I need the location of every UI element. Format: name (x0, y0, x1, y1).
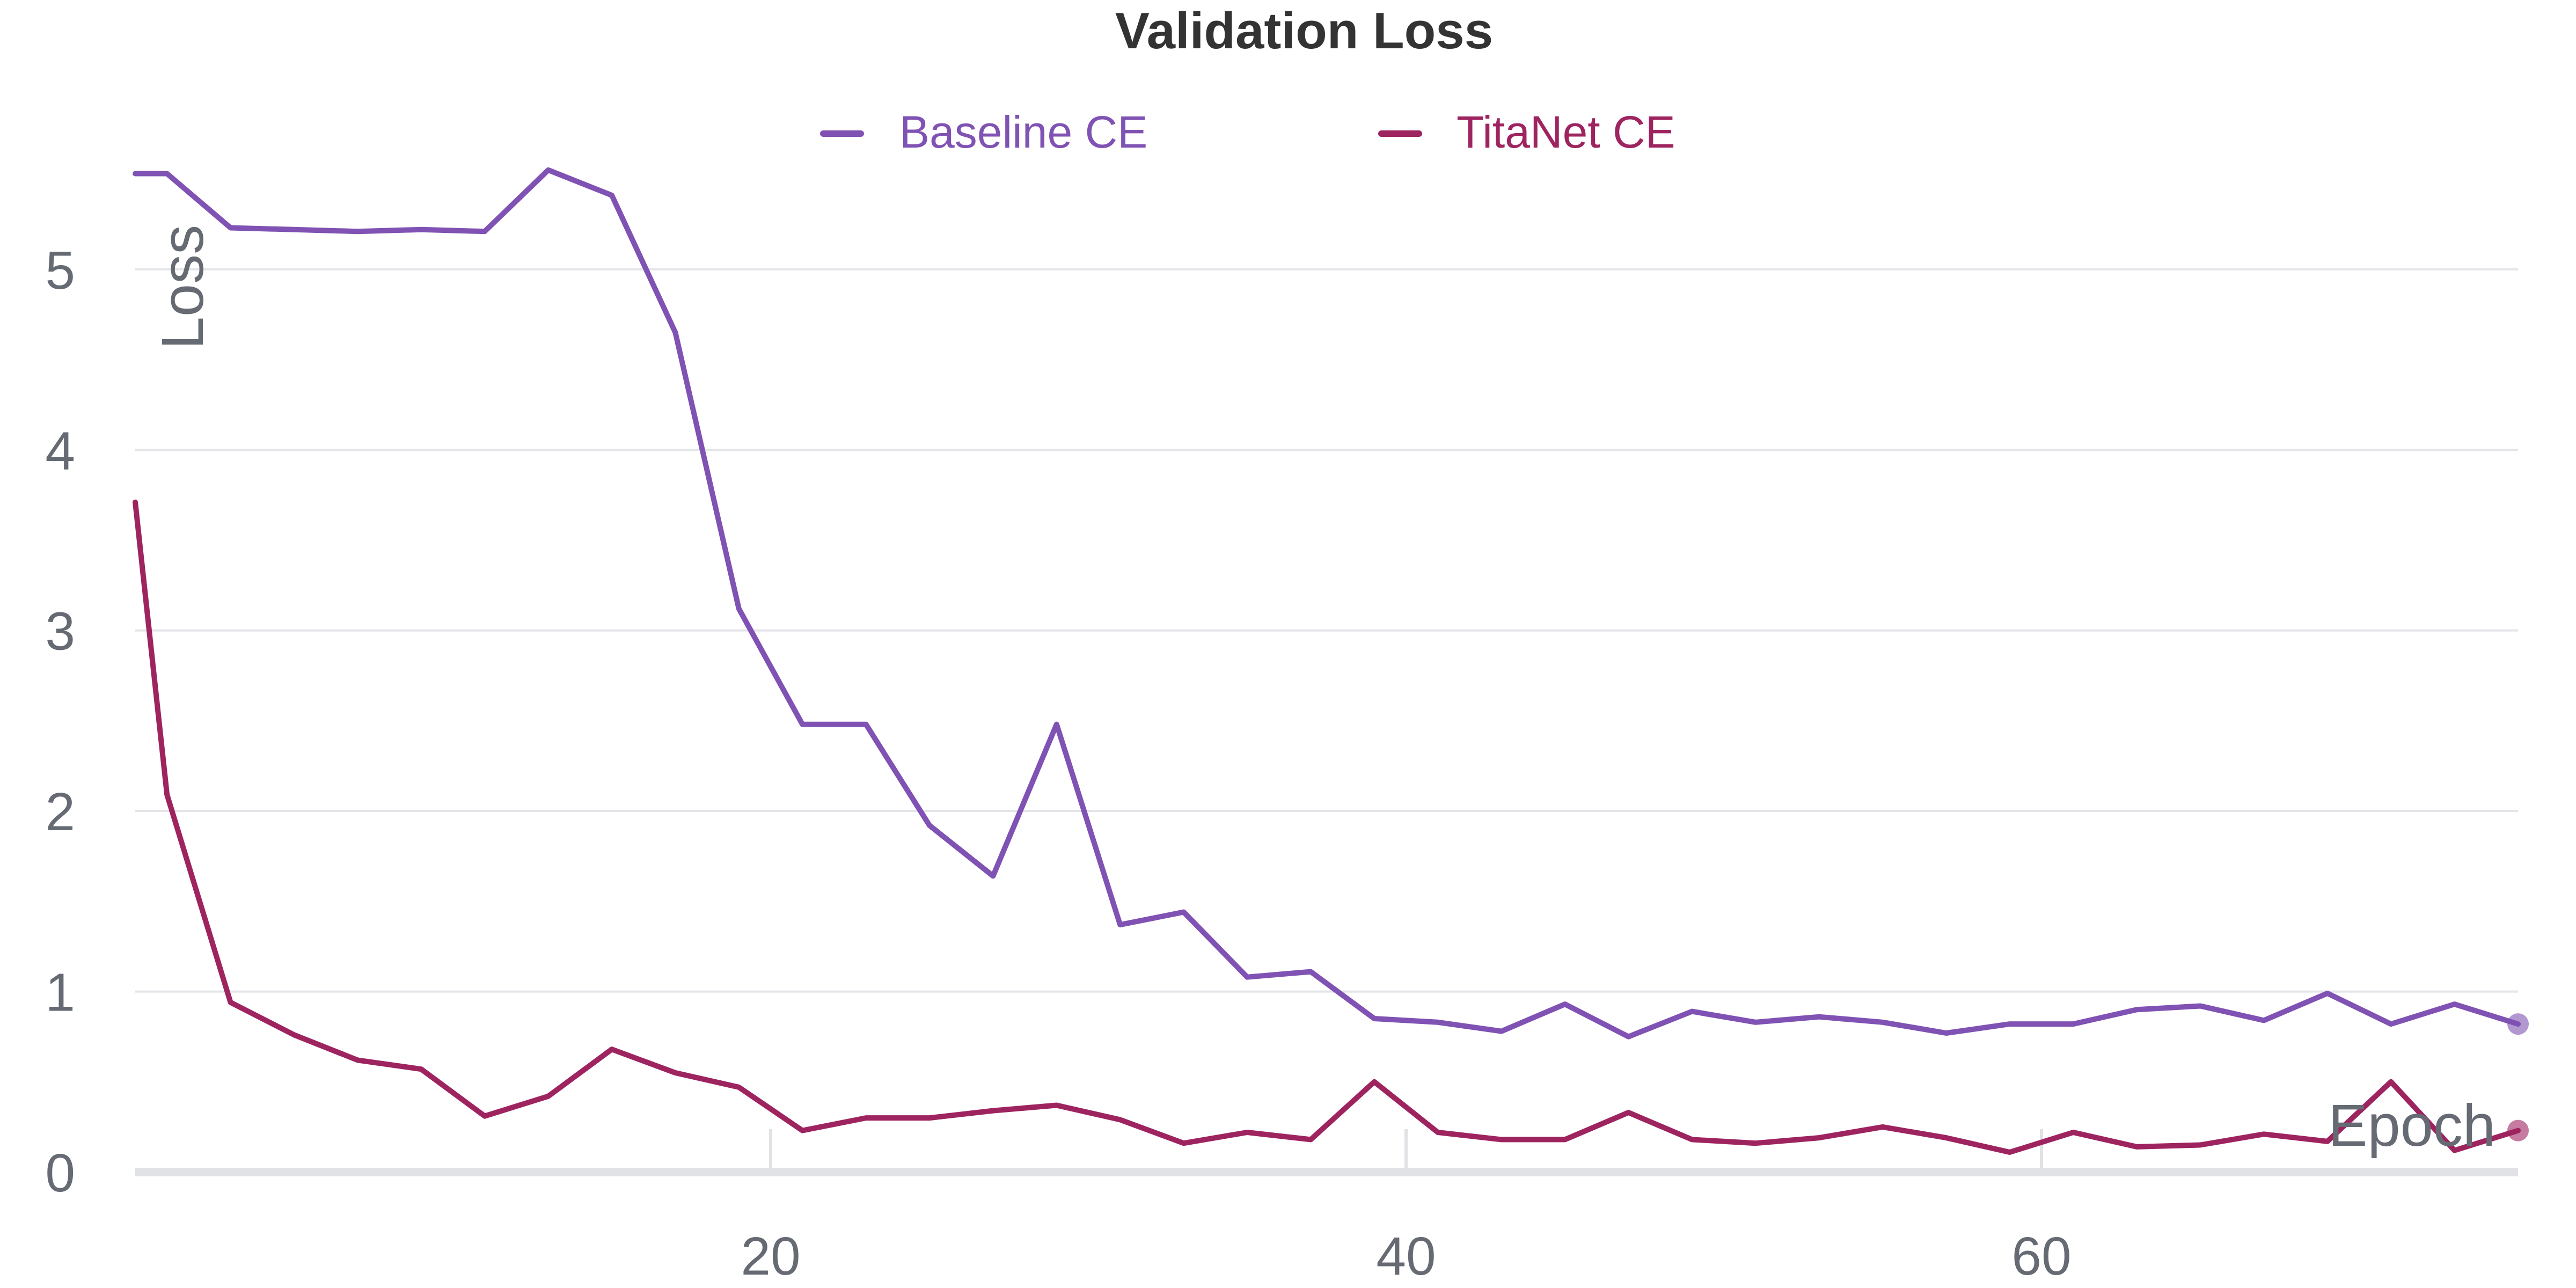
y-axis-label: Loss (150, 225, 216, 349)
series-end-marker[interactable] (2507, 1119, 2529, 1141)
legend-item-titanet[interactable]: TitaNet CE (1378, 107, 1675, 157)
y-tick-label: 0 (45, 1143, 75, 1203)
series-end-marker[interactable] (2507, 1013, 2529, 1035)
legend-item-baseline[interactable]: Baseline CE (820, 107, 1147, 157)
y-tick-label: 4 (45, 421, 75, 481)
series-line-baseline[interactable] (133, 167, 2521, 1040)
y-tick-label: 3 (45, 602, 75, 662)
legend-label-baseline: Baseline CE (899, 107, 1147, 157)
y-tick-label: 1 (45, 963, 75, 1023)
chart-title: Validation Loss (1115, 2, 1493, 60)
x-tick-label: 60 (2011, 1226, 2071, 1286)
legend: Baseline CE TitaNet CE (820, 107, 1675, 157)
y-tick-label: 5 (45, 240, 75, 301)
x-tick-label: 40 (1376, 1226, 1436, 1286)
x-axis-label: Epoch (2328, 1093, 2496, 1159)
x-tick-label: 20 (741, 1226, 800, 1286)
series-line-titanet[interactable] (133, 499, 2521, 1155)
y-tick-label: 2 (45, 782, 75, 842)
legend-label-titanet: TitaNet CE (1457, 107, 1675, 157)
